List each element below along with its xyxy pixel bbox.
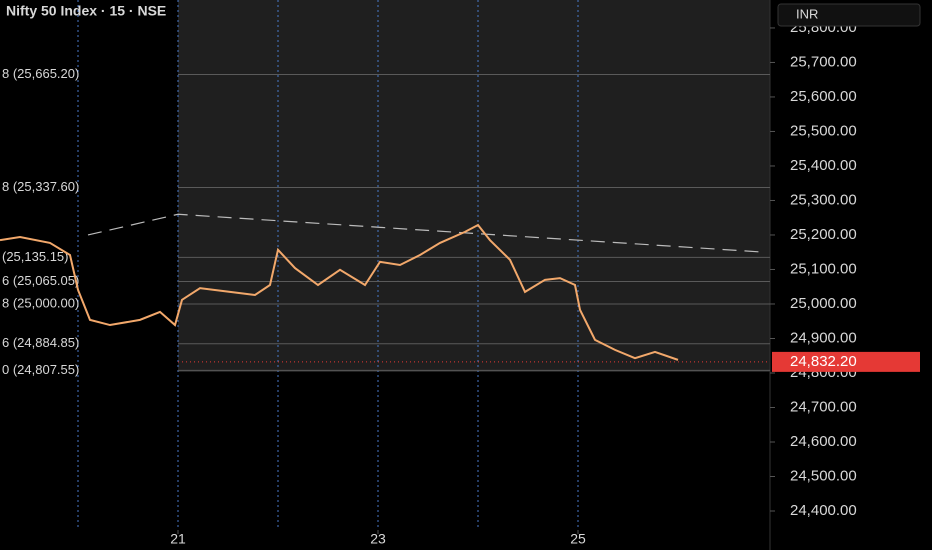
y-tick-label: 25,200.00 — [790, 226, 857, 243]
last-price-label: 24,832.20 — [790, 353, 857, 370]
chart-title: Nifty 50 Index · 15 · NSE — [6, 3, 166, 19]
currency: INR — [796, 6, 818, 21]
last-price-box — [772, 351, 920, 372]
y-tick-label: 25,000.00 — [790, 295, 857, 312]
level-label: 0 (24,807.55) — [2, 362, 79, 377]
x-tick-label: 21 — [170, 531, 186, 547]
x-tick-label: 25 — [570, 531, 586, 547]
y-tick-label: 24,900.00 — [790, 329, 857, 346]
level-label: 6 (24,884.85) — [2, 335, 79, 350]
y-tick-label: 25,700.00 — [790, 53, 857, 70]
y-tick-label: 25,600.00 — [790, 88, 857, 105]
level-label: 8 (25,665.20) — [2, 66, 79, 81]
level-label: (25,135.15) — [2, 249, 69, 264]
currency-box[interactable] — [777, 3, 921, 27]
level-label: 6 (25,065.05) — [2, 273, 79, 288]
y-tick-label: 25,100.00 — [790, 260, 857, 277]
y-tick-label: 24,600.00 — [790, 433, 857, 450]
x-tick-label: 23 — [370, 531, 386, 547]
y-tick-label: 25,500.00 — [790, 122, 857, 139]
level-label: 8 (25,337.60) — [2, 179, 79, 194]
y-tick-label: 24,700.00 — [790, 398, 857, 415]
y-tick-label: 24,400.00 — [790, 502, 857, 519]
y-tick-label: 25,300.00 — [790, 191, 857, 208]
y-tick-label: 24,500.00 — [790, 467, 857, 484]
level-label: 8 (25,000.00) — [2, 295, 79, 310]
price-line — [0, 223, 679, 361]
shaded-zone — [178, 0, 770, 372]
trendline — [87, 213, 766, 253]
y-tick-label: 25,400.00 — [790, 157, 857, 174]
